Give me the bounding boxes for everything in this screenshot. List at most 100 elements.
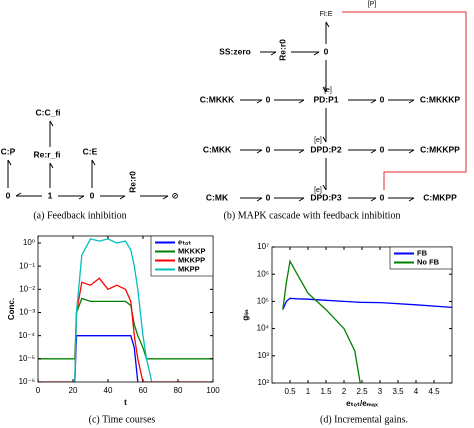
node-label: 1 (48, 190, 53, 200)
node-label: 0 (324, 46, 329, 56)
node-label: C:MK (206, 192, 229, 202)
y-tick-label: 10⁻⁶ (19, 377, 35, 386)
bond-harpoon (408, 149, 415, 154)
bond-harpoon (15, 192, 22, 197)
y-axis-label: Conc. (7, 298, 16, 320)
node-label: C:P (1, 146, 16, 156)
node-label: SS:zero (219, 46, 251, 56)
bond (274, 99, 305, 104)
bond (291, 51, 320, 56)
node-label: 0 (380, 192, 385, 202)
bond (100, 195, 126, 200)
node-label: Re:r0 (127, 171, 137, 193)
node-label: 0 (90, 190, 95, 200)
series-line (282, 297, 452, 310)
legend-label: FB (417, 248, 428, 257)
legend-label: No FB (417, 257, 440, 266)
caption: (b) MAPK cascade with feedback inhibitio… (224, 210, 401, 221)
node-label: PD:P1 (313, 94, 338, 104)
node-label: C:C_fi (35, 107, 60, 117)
bond-harpoon (49, 162, 54, 169)
y-axis-label: gₗᵢₙ (241, 309, 250, 321)
bond-harpoon (313, 51, 320, 56)
x-tick-label: 1.5 (320, 387, 332, 396)
bond (348, 197, 377, 202)
x-tick-label: 2 (342, 387, 347, 396)
bond-harpoon (256, 99, 263, 104)
bond (7, 159, 12, 188)
bond (240, 149, 263, 154)
bond-harpoon (322, 136, 327, 143)
bond (140, 195, 169, 200)
node-label: C:MKKKP (420, 94, 460, 104)
node-label: [e] (324, 87, 332, 94)
bond (388, 197, 415, 202)
x-tick-label: 100 (206, 386, 220, 395)
bond (322, 158, 327, 191)
bond-harpoon (408, 99, 415, 104)
y-tick-label: 10² (257, 378, 269, 387)
y-tick-label: 10⁻⁴ (18, 331, 35, 340)
bond-harpoon (91, 159, 96, 166)
y-tick-label: 10³ (257, 351, 269, 360)
node-label: [P] (368, 1, 377, 8)
node-label: 0 (380, 144, 385, 154)
y-tick-label: 10⁻⁵ (19, 354, 35, 363)
caption: (c) Time courses (89, 414, 156, 425)
bond (348, 99, 377, 104)
bond (91, 159, 96, 188)
bond-harpoon (325, 21, 330, 28)
node-label: Re:r0 (277, 39, 287, 61)
x-tick-label: 0.5 (284, 387, 296, 396)
bond (348, 149, 377, 154)
node-label: DPD:P2 (310, 144, 341, 154)
bond-harpoon (7, 159, 12, 166)
series-line (74, 335, 139, 382)
bond-harpoon (322, 184, 327, 191)
bond-harpoon (162, 195, 169, 200)
x-tick-label: 1 (306, 387, 311, 396)
y-tick-label: 10⁻³ (19, 308, 35, 317)
bond (49, 120, 54, 147)
legend-label: eₜₒₜ (178, 237, 191, 246)
bond-harpoon (298, 197, 305, 202)
x-tick-label: 4 (414, 387, 419, 396)
bond (260, 51, 277, 56)
bond (15, 192, 42, 197)
legend-label: MKKPP (178, 255, 205, 264)
node-label: C:MKK (203, 144, 232, 154)
bond-harpoon (256, 149, 263, 154)
bond (274, 149, 305, 154)
bond (58, 195, 85, 200)
bond (49, 162, 54, 188)
bond-harpoon (370, 197, 377, 202)
bond (388, 149, 415, 154)
node-label: FI:E (320, 11, 333, 18)
y-tick-label: 10⁶ (257, 269, 269, 278)
series-line (282, 259, 361, 383)
bond (388, 99, 415, 104)
bond (325, 21, 330, 44)
x-tick-label: 40 (104, 386, 113, 395)
y-tick-label: 10⁷ (257, 242, 269, 251)
y-tick-label: 10⁵ (257, 297, 269, 306)
caption: (a) Feedback inhibition (33, 210, 126, 221)
y-tick-label: 10⁻² (19, 284, 35, 293)
node-label: 0 (6, 190, 11, 200)
x-tick-label: 80 (174, 386, 183, 395)
series-line (38, 277, 213, 382)
node-label: 0 (266, 94, 271, 104)
bond-harpoon (256, 197, 263, 202)
bond-harpoon (322, 86, 327, 93)
feedback-line (342, 11, 467, 190)
legend-label: MKPP (178, 264, 200, 273)
bond (274, 197, 305, 202)
node-label: C:MKPP (423, 192, 457, 202)
node-label: Re:r_fi (34, 149, 61, 159)
x-tick-label: 60 (139, 386, 148, 395)
bond-harpoon (298, 149, 305, 154)
bond-harpoon (370, 149, 377, 154)
bond (322, 60, 327, 93)
bond-harpoon (119, 195, 126, 200)
